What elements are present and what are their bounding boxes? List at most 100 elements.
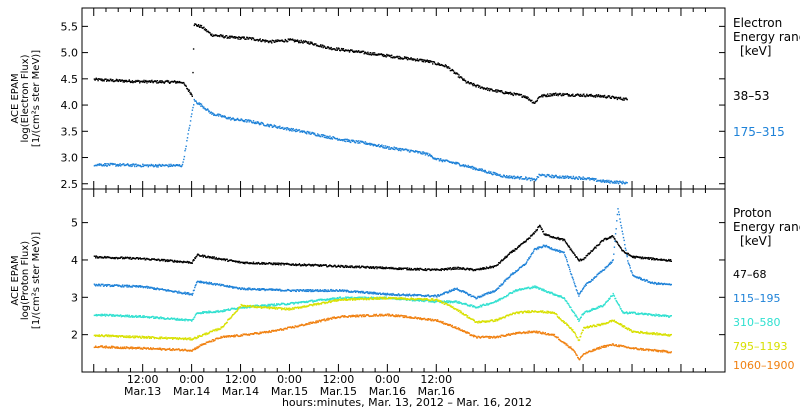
data-point: [610, 237, 612, 239]
data-point: [304, 289, 307, 291]
data-point: [366, 291, 368, 293]
data-point: [313, 44, 315, 46]
data-point: [112, 163, 114, 166]
data-point: [615, 228, 617, 230]
data-point: [359, 292, 362, 294]
data-point: [173, 80, 175, 83]
data-point: [309, 41, 312, 43]
data-point: [297, 40, 299, 42]
data-point: [308, 43, 310, 45]
data-point: [239, 287, 241, 289]
data-point: [556, 238, 558, 240]
data-point: [507, 92, 509, 94]
data-point: [427, 61, 430, 63]
data-point: [665, 260, 667, 262]
data-point: [418, 269, 420, 271]
data-point: [471, 165, 474, 168]
data-point: [149, 336, 151, 338]
data-point: [502, 283, 504, 285]
data-point: [145, 80, 148, 83]
data-point: [402, 293, 404, 295]
data-point: [191, 109, 194, 111]
data-point: [489, 172, 491, 174]
data-point: [186, 140, 188, 142]
data-point: [478, 295, 480, 298]
data-point: [318, 134, 320, 136]
data-point: [540, 96, 542, 98]
data-point: [142, 165, 145, 168]
data-point: [256, 263, 258, 265]
data-point: [425, 152, 428, 154]
data-point: [349, 50, 351, 52]
data-point: [137, 257, 139, 259]
data-point: [600, 241, 602, 243]
data-point: [625, 254, 628, 256]
data-point: [526, 261, 528, 263]
data-point: [658, 314, 661, 316]
data-point: [586, 254, 589, 257]
data-point: [514, 291, 516, 293]
data-point: [627, 262, 630, 264]
data-point: [499, 299, 501, 301]
data-point: [371, 292, 373, 295]
data-point: [630, 270, 633, 272]
data-point: [480, 296, 483, 298]
data-point: [193, 24, 195, 27]
data-point: [233, 287, 235, 289]
data-point: [462, 79, 464, 81]
data-point: [339, 289, 341, 292]
data-point: [625, 252, 628, 254]
data-point: [194, 316, 196, 318]
data-point: [315, 289, 317, 291]
data-point: [311, 290, 313, 293]
data-point: [592, 248, 595, 250]
data-point: [173, 261, 175, 263]
data-point: [150, 337, 152, 339]
data-point: [491, 291, 493, 294]
data-point: [416, 299, 418, 302]
data-point: [397, 149, 400, 152]
data-point: [220, 34, 222, 36]
data-point: [618, 211, 620, 213]
data-point: [187, 320, 189, 322]
data-point: [608, 95, 611, 97]
data-point: [579, 177, 581, 179]
data-point: [228, 35, 231, 37]
data-point: [99, 314, 101, 316]
data-point: [185, 145, 187, 147]
data-point: [267, 125, 269, 127]
data-point: [195, 284, 197, 286]
data-point: [526, 96, 528, 98]
data-point: [132, 335, 134, 337]
data-point: [496, 173, 499, 175]
data-point: [341, 139, 343, 141]
data-point: [119, 79, 121, 81]
data-point: [257, 288, 260, 290]
data-point: [139, 336, 141, 338]
data-point: [458, 300, 460, 303]
data-point: [523, 264, 526, 266]
data-point: [564, 177, 566, 179]
data-point: [584, 95, 587, 98]
data-point: [508, 177, 510, 179]
data-point: [115, 335, 117, 337]
electron-ylabel-line3: [1/(cm²s ster MeV)]: [31, 50, 42, 147]
data-point: [618, 182, 620, 185]
data-point: [478, 168, 480, 170]
data-point: [334, 265, 337, 267]
data-point: [621, 183, 623, 185]
data-point: [629, 265, 631, 267]
data-point: [137, 336, 140, 339]
data-point: [578, 293, 581, 295]
data-point: [206, 283, 208, 285]
data-point: [421, 151, 423, 153]
data-point: [573, 312, 576, 315]
data-point: [608, 179, 610, 182]
data-point: [453, 289, 455, 291]
data-point: [261, 40, 263, 42]
data-point: [514, 289, 516, 292]
data-point: [359, 291, 361, 293]
data-point: [318, 290, 321, 292]
data-point: [302, 42, 304, 44]
